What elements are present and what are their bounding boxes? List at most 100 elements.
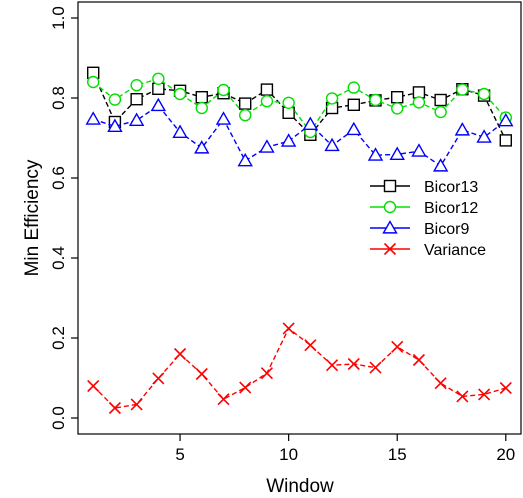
legend-label-bicor12: Bicor12 xyxy=(424,200,478,217)
data-point-variance-4 xyxy=(152,372,165,385)
x-tick-label-5: 5 xyxy=(175,445,184,464)
data-point-variance-19 xyxy=(478,388,491,401)
data-point-bicor9-4 xyxy=(150,97,167,112)
data-point-bicor13-17 xyxy=(434,93,447,107)
data-point-bicor12-8 xyxy=(239,108,252,122)
data-point-bicor9-6 xyxy=(194,140,210,154)
data-point-bicor12-4 xyxy=(152,72,165,86)
legend-label-bicor13: Bicor13 xyxy=(424,179,478,196)
data-point-variance-15 xyxy=(391,340,404,353)
data-point-bicor12-9 xyxy=(260,94,274,108)
data-point-bicor12-7 xyxy=(217,83,230,97)
y-tick-label-4: 0.8 xyxy=(49,86,68,110)
data-point-bicor9-13 xyxy=(346,121,362,136)
data-point-bicor13-8 xyxy=(239,97,252,110)
x-axis-title: Window xyxy=(266,476,334,497)
legend: Bicor13 Bicor12 Bicor9 Variance xyxy=(370,179,486,259)
data-point-bicor12-17 xyxy=(434,105,447,119)
series-layer xyxy=(85,66,514,415)
x-tick-label-20: 20 xyxy=(496,445,515,464)
x-tick-label-15: 15 xyxy=(388,445,407,464)
y-axis-title: Min Efficiency xyxy=(22,159,43,276)
data-point-bicor9-5 xyxy=(172,124,188,138)
data-point-variance-11 xyxy=(304,339,317,352)
data-point-bicor9-2 xyxy=(107,118,123,132)
data-point-bicor9-9 xyxy=(259,139,275,153)
series-bicor13 xyxy=(87,66,512,147)
data-point-bicor13-3 xyxy=(130,92,143,106)
series-variance xyxy=(87,322,512,415)
data-point-bicor9-20 xyxy=(498,112,514,127)
data-point-bicor13-6 xyxy=(195,90,208,104)
data-point-bicor13-9 xyxy=(260,83,274,96)
data-point-bicor13-20 xyxy=(499,134,512,147)
data-point-bicor12-18 xyxy=(456,83,469,96)
data-point-variance-3 xyxy=(130,398,143,411)
data-point-bicor9-15 xyxy=(389,146,405,160)
data-point-variance-14 xyxy=(369,361,382,374)
data-point-bicor9-3 xyxy=(128,112,145,126)
legend-marker-bicor9 xyxy=(382,220,398,234)
data-point-bicor9-19 xyxy=(476,129,492,143)
data-point-variance-7 xyxy=(217,393,230,406)
data-point-bicor9-17 xyxy=(432,158,449,172)
data-point-variance-2 xyxy=(108,401,121,415)
data-point-bicor12-16 xyxy=(412,96,426,109)
y-tick-label-0: 0.0 xyxy=(49,406,68,430)
series-line-variance xyxy=(92,327,506,409)
data-point-bicor9-10 xyxy=(280,133,297,147)
data-point-bicor12-14 xyxy=(369,93,382,107)
data-point-bicor12-3 xyxy=(130,78,143,92)
legend-item-bicor9: Bicor9 xyxy=(370,220,469,238)
y-tick-label-3: 0.6 xyxy=(49,166,68,190)
data-point-variance-5 xyxy=(173,347,187,361)
data-point-variance-6 xyxy=(195,367,208,381)
series-bicor9 xyxy=(85,97,514,172)
data-point-bicor13-13 xyxy=(347,98,360,112)
data-point-variance-17 xyxy=(434,377,447,390)
data-point-bicor12-15 xyxy=(391,102,404,115)
series-bicor12 xyxy=(87,72,512,139)
legend-marker-variance xyxy=(383,242,397,256)
legend-item-bicor12: Bicor12 xyxy=(370,200,478,217)
data-point-variance-8 xyxy=(239,381,252,394)
legend-marker-bicor13 xyxy=(383,179,397,193)
data-point-bicor12-1 xyxy=(87,75,100,89)
plot-frame xyxy=(77,1,522,435)
data-point-variance-10 xyxy=(282,322,295,335)
legend-label-bicor9: Bicor9 xyxy=(424,221,469,238)
data-point-bicor9-14 xyxy=(367,147,384,161)
data-point-variance-9 xyxy=(260,367,273,380)
y-tick-label-5: 1.0 xyxy=(49,6,68,30)
data-point-bicor12-5 xyxy=(173,87,187,101)
data-point-bicor9-16 xyxy=(411,143,427,157)
data-point-variance-20 xyxy=(499,381,512,395)
y-tick-label-1: 0.2 xyxy=(49,326,68,350)
data-point-bicor12-2 xyxy=(108,93,122,106)
data-point-bicor9-1 xyxy=(85,111,101,125)
data-point-bicor12-6 xyxy=(195,101,208,115)
data-point-variance-13 xyxy=(347,357,360,371)
data-point-variance-16 xyxy=(412,353,426,367)
data-point-bicor9-8 xyxy=(237,152,253,167)
data-point-variance-1 xyxy=(87,379,100,393)
x-axis: 5 10 15 20 xyxy=(175,434,515,464)
legend-label-variance: Variance xyxy=(424,242,486,259)
y-tick-label-2: 0.4 xyxy=(49,246,68,270)
data-point-bicor13-15 xyxy=(391,90,404,104)
data-point-bicor9-12 xyxy=(324,137,340,152)
x-tick-label-10: 10 xyxy=(279,445,298,464)
legend-marker-bicor12 xyxy=(383,200,397,214)
data-point-variance-12 xyxy=(326,359,339,372)
data-point-bicor9-7 xyxy=(215,111,232,125)
legend-item-bicor13: Bicor13 xyxy=(370,179,478,196)
data-point-bicor9-11 xyxy=(302,116,319,130)
data-point-bicor12-13 xyxy=(347,81,360,94)
data-point-bicor9-18 xyxy=(454,122,471,136)
y-axis: 0.0 0.2 0.4 0.6 0.8 1.0 xyxy=(49,6,78,430)
legend-item-variance: Variance xyxy=(370,242,486,259)
data-point-variance-18 xyxy=(456,390,469,403)
data-point-bicor12-12 xyxy=(325,92,339,105)
data-point-bicor12-19 xyxy=(477,87,491,101)
